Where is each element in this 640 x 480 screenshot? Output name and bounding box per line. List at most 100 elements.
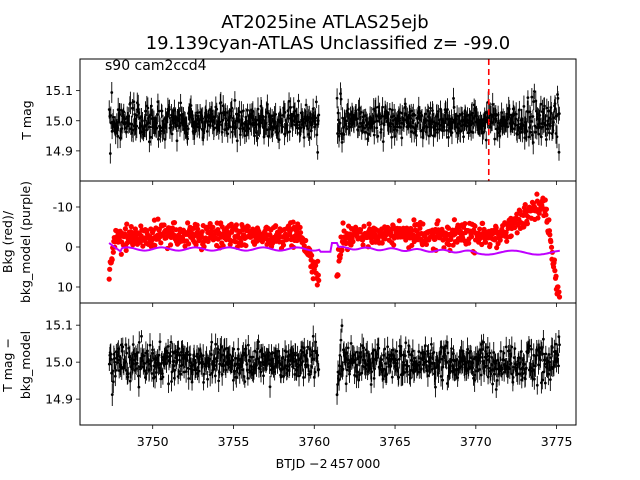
data-point [206,377,209,381]
chart-title-line1: AT2025ine ATLAS25ejb [221,12,428,33]
data-point [251,355,255,359]
data-point [265,128,269,132]
data-point [555,135,559,139]
data-point [209,353,213,356]
bkg-ylabel-line1: Bkg (red)/ [0,210,15,273]
data-point [491,102,495,106]
data-point [545,127,549,131]
data-point [346,107,350,111]
data-point [281,125,284,129]
data-point [160,372,164,376]
bkg-point [514,230,520,236]
data-point [109,352,113,356]
data-point [122,110,126,114]
data-point [274,112,278,116]
bkg-point [546,228,553,234]
sector-annotation: s90 cam2ccd4 [105,58,207,74]
panel-sub-frame [79,302,577,426]
x-axis-label: BTJD −2 457 000 [276,456,381,471]
data-point [281,355,285,359]
bkg-point [361,223,367,229]
data-point [445,360,448,364]
data-point [406,350,410,354]
data-point [554,342,558,346]
bkg-point [303,237,309,244]
data-point [407,122,411,125]
data-point [363,130,367,134]
bkg-point [466,240,472,246]
data-point [197,369,201,373]
data-point [338,121,342,125]
data-point [438,352,442,356]
data-point [288,130,292,134]
data-point [446,351,450,355]
data-point [172,364,175,368]
data-point [539,135,543,139]
bkg-point [535,215,541,221]
data-point [215,107,219,111]
data-point [429,342,433,346]
data-point [218,120,222,124]
data-point [145,372,148,375]
data-point [235,139,239,143]
data-point [213,357,217,361]
data-point [107,362,111,366]
data-point [198,126,201,130]
data-point [512,356,516,360]
data-point [175,139,179,143]
bkg-point [494,245,500,251]
bkg-point [548,239,554,245]
bkg-point [315,258,321,264]
data-point [244,347,248,351]
bkg-point [382,236,388,242]
y-tick-label: 15.1 [45,318,73,333]
data-point [434,385,437,389]
data-point [543,104,546,108]
data-point [360,344,364,347]
data-point [268,385,272,389]
data-point [190,117,194,121]
data-point [163,138,167,141]
tmag-yticks: 14.9 15.0 15.1 [45,83,80,158]
data-point [151,351,155,355]
data-point [189,104,193,107]
data-point [452,105,456,109]
bkg-point [524,221,531,227]
y-tick-label: 10 [57,280,73,295]
data-point [234,376,238,379]
data-point [157,353,161,357]
bkg-point [543,212,549,218]
bkg-point [552,268,558,274]
data-point [336,132,339,135]
data-point [555,114,558,118]
data-point [524,366,528,370]
data-point [485,358,489,362]
data-point [262,374,265,378]
data-point [302,136,306,139]
data-point [514,112,518,116]
data-point [486,375,490,379]
tmag-ylabel: T mag [19,100,34,140]
data-point [549,106,553,109]
data-point [335,393,339,397]
data-point [502,351,506,355]
data-point [557,150,561,154]
data-point [314,340,318,344]
data-point [226,132,230,136]
data-point [216,350,220,354]
data-point [537,363,540,367]
bkg-point [482,239,489,245]
data-point [380,358,384,361]
data-point [284,350,288,354]
data-point [376,134,380,138]
bkg-point [186,241,192,247]
data-point [515,133,519,136]
data-point [521,372,525,376]
data-point [146,349,149,353]
data-point [233,356,237,360]
data-point [556,353,560,357]
sub-ylabel-line2: bkg_model [18,331,33,399]
data-point [412,370,416,374]
data-point [256,107,260,111]
data-point [535,383,539,387]
